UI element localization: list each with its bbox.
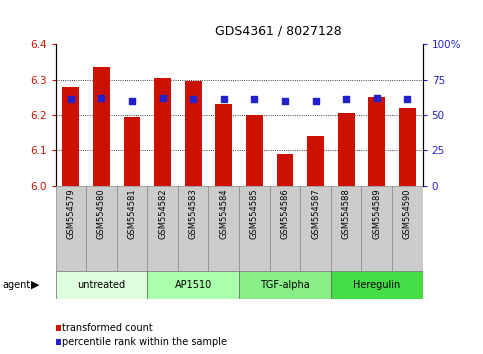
Point — [251, 97, 258, 102]
Point — [281, 98, 289, 104]
Text: Heregulin: Heregulin — [353, 280, 400, 290]
Bar — [215, 104, 232, 186]
Bar — [154, 78, 171, 186]
Bar — [300, 186, 331, 271]
Text: AP1510: AP1510 — [174, 280, 212, 290]
Text: GDS4361 / 8027128: GDS4361 / 8027128 — [215, 24, 341, 37]
Point — [98, 95, 105, 101]
Point — [220, 97, 227, 102]
Point — [373, 95, 381, 101]
Bar — [331, 271, 423, 299]
Bar — [331, 186, 361, 271]
Text: GSM554579: GSM554579 — [66, 188, 75, 239]
Bar — [117, 186, 147, 271]
Text: GSM554586: GSM554586 — [281, 188, 289, 239]
Point — [159, 95, 167, 101]
Bar — [307, 136, 324, 186]
Point — [403, 97, 411, 102]
Text: GSM554583: GSM554583 — [189, 188, 198, 239]
Bar — [56, 271, 147, 299]
Text: transformed count: transformed count — [62, 323, 152, 333]
Bar — [56, 186, 86, 271]
Text: GSM554582: GSM554582 — [158, 188, 167, 239]
Bar — [56, 339, 61, 345]
Text: GSM554581: GSM554581 — [128, 188, 137, 239]
Point — [128, 98, 136, 104]
Bar — [399, 108, 416, 186]
Bar — [369, 97, 385, 186]
Bar — [147, 186, 178, 271]
Point — [342, 97, 350, 102]
Text: GSM554588: GSM554588 — [341, 188, 351, 239]
Bar — [239, 186, 270, 271]
Bar — [56, 325, 61, 331]
Text: GSM554587: GSM554587 — [311, 188, 320, 239]
Text: TGF-alpha: TGF-alpha — [260, 280, 310, 290]
Bar — [270, 186, 300, 271]
Text: GSM554584: GSM554584 — [219, 188, 228, 239]
Text: GSM554580: GSM554580 — [97, 188, 106, 239]
Bar — [361, 186, 392, 271]
Bar — [277, 154, 293, 186]
Bar — [246, 115, 263, 186]
Point — [67, 97, 75, 102]
Text: untreated: untreated — [77, 280, 126, 290]
Bar — [209, 186, 239, 271]
Text: GSM554585: GSM554585 — [250, 188, 259, 239]
Text: GSM554590: GSM554590 — [403, 188, 412, 239]
Text: ▶: ▶ — [30, 280, 39, 290]
Text: GSM554589: GSM554589 — [372, 188, 381, 239]
Bar — [62, 87, 79, 186]
Bar — [392, 186, 423, 271]
Bar — [178, 186, 209, 271]
Point — [189, 97, 197, 102]
Bar — [338, 113, 355, 186]
Point — [312, 98, 319, 104]
Bar — [185, 81, 201, 186]
Bar — [86, 186, 117, 271]
Bar — [239, 271, 331, 299]
Bar — [93, 67, 110, 186]
Text: agent: agent — [2, 280, 30, 290]
Bar — [147, 271, 239, 299]
Text: percentile rank within the sample: percentile rank within the sample — [62, 337, 227, 347]
Bar — [124, 117, 141, 186]
